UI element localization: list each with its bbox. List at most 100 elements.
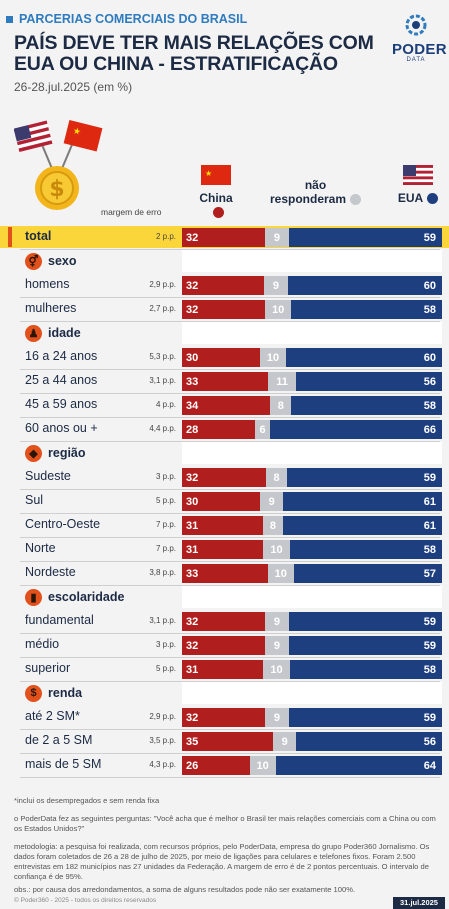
section-spacer [182,442,442,464]
margin-of-error: 3 p.p. [155,472,176,481]
bar-usa: 59 [288,228,442,247]
margin-of-error: 5 p.p. [155,496,176,505]
bar-china: 30 [182,348,260,367]
bar-china: 33 [182,564,268,583]
stacked-bar: 31 10 58 [182,660,442,679]
poderdata-logo: PODER DATA [392,14,447,63]
bar-no-answer: 6 [254,420,271,439]
margin-of-error: 2,7 p.p. [149,304,176,313]
bar-china: 35 [182,732,273,751]
footnote-income: *inclui os desempregados e sem renda fix… [14,796,160,805]
section-spacer [182,682,442,704]
stacked-bar: 30 10 60 [182,348,442,367]
bar-usa: 56 [296,372,442,391]
stacked-bar: 32 9 59 [182,228,442,247]
stacked-bar: 32 9 59 [182,708,442,727]
row-divider [20,633,440,634]
bar-no-answer: 10 [249,756,276,775]
row-divider [20,729,440,730]
bar-china: 32 [182,468,267,487]
margin-of-error: 7 p.p. [155,544,176,553]
stacked-bar: 33 10 57 [182,564,442,583]
section-title: renda [48,686,83,700]
usa-flag-icon [403,165,433,185]
bar-china: 28 [182,420,255,439]
margin-of-error: 4 p.p. [155,400,176,409]
footnote-rounding: obs.: por causa dos arredondamentos, a s… [14,885,356,894]
bar-no-answer: 9 [273,732,297,751]
map-icon: ◆ [25,444,42,462]
bar-usa: 59 [288,636,442,655]
row-divider [20,369,440,370]
bar-usa: 58 [291,396,442,415]
bar-china: 32 [182,228,266,247]
bar-no-answer: 8 [270,396,292,415]
bar-china: 31 [182,516,263,535]
margin-of-error: 5 p.p. [155,664,176,673]
table-row: fundamental 3,1 p.p. 32 9 59 [0,610,449,632]
bar-china: 32 [182,612,266,631]
margin-of-error: 4,4 p.p. [149,424,176,433]
row-label: Sudeste [25,469,71,483]
kicker: PARCERIAS COMERCIAIS DO BRASIL [6,12,247,26]
stacked-bar: 34 8 58 [182,396,442,415]
table-row: Sudeste 3 p.p. 32 8 59 [0,466,449,488]
row-label: 25 a 44 anos [25,373,98,387]
table-row: 45 a 59 anos 4 p.p. 34 8 58 [0,394,449,416]
section-header-renda: $ renda [25,682,82,704]
row-divider [20,777,440,778]
table-row: até 2 SM* 2,9 p.p. 32 9 59 [0,706,449,728]
bar-no-answer: 9 [265,612,289,631]
section-header-escolaridade: ▮ escolaridade [25,586,124,608]
row-label: até 2 SM* [25,709,80,723]
row-divider [20,417,440,418]
row-divider [20,753,440,754]
margin-of-error: 2 p.p. [155,232,176,241]
chart-subtitle: 26-28.jul.2025 (em %) [14,80,133,94]
row-label: Centro-Oeste [25,517,101,531]
table-row: total 2 p.p. 32 9 59 [0,226,449,248]
stacked-bar: 28 6 66 [182,420,442,439]
margin-of-error-header: margem de erro [101,207,162,217]
row-label: 45 a 59 anos [25,397,98,411]
bar-no-answer: 9 [265,636,289,655]
date-badge: 31.jul.2025 [393,897,445,909]
bar-no-answer: 8 [262,516,284,535]
table-row: de 2 a 5 SM 3,5 p.p. 35 9 56 [0,730,449,752]
bar-no-answer: 10 [260,348,286,367]
table-row: 25 a 44 anos 3,1 p.p. 33 11 56 [0,370,449,392]
stacked-bar: 32 9 59 [182,636,442,655]
bar-usa: 66 [270,420,442,439]
row-label: 16 a 24 anos [25,349,98,363]
section-spacer [182,322,442,344]
section-title: escolaridade [48,590,125,604]
bar-usa: 57 [293,564,442,583]
table-row: Sul 5 p.p. 30 9 61 [0,490,449,512]
row-divider [20,393,440,394]
margin-of-error: 5,3 p.p. [149,352,176,361]
total-marker [8,227,12,247]
row-divider [20,249,440,250]
row-divider [20,441,440,442]
table-row: Nordeste 3,8 p.p. 33 10 57 [0,562,449,584]
copyright: © Poder360 - 2025 - todos os direitos re… [14,897,157,904]
usa-column-header: EUA [396,165,440,205]
bar-usa: 60 [286,348,442,367]
bar-usa: 56 [296,732,442,751]
margin-of-error: 2,9 p.p. [149,280,176,289]
bar-china: 34 [182,396,271,415]
table-row: superior 5 p.p. 31 10 58 [0,658,449,680]
stacked-bar: 32 8 59 [182,468,442,487]
table-row: mais de 5 SM 4,3 p.p. 26 10 64 [0,754,449,776]
row-divider [20,297,440,298]
svg-text:★: ★ [72,126,82,138]
gender-icon: ⚥ [25,252,42,270]
margin-of-error: 4,3 p.p. [149,760,176,769]
margin-of-error: 3,8 p.p. [149,568,176,577]
flags-coin-illustration: ★ $ [14,120,103,210]
row-label: fundamental [25,613,94,627]
person-icon: ♟ [25,324,42,342]
bar-usa: 64 [275,756,442,775]
logo-icon [405,14,427,36]
svg-text:★: ★ [205,169,212,178]
